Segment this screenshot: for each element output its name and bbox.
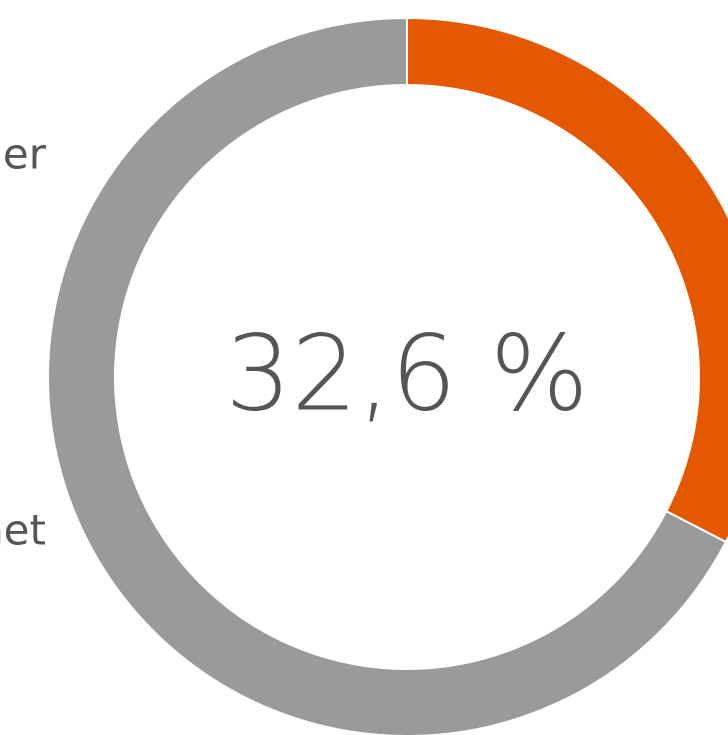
donut-segment (47, 16, 728, 735)
center-label: 32,6 % (225, 312, 588, 434)
category-label: er (3, 130, 47, 179)
category-label: net (0, 506, 46, 555)
donut-segment (406, 16, 728, 544)
